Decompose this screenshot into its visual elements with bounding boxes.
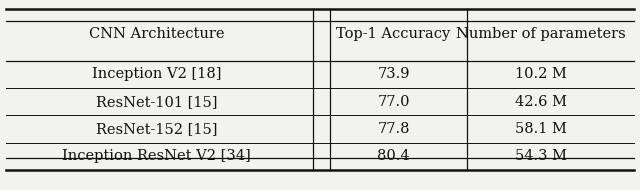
Text: 10.2 M: 10.2 M — [515, 67, 567, 82]
Text: 80.4: 80.4 — [378, 149, 410, 163]
Text: 77.8: 77.8 — [378, 122, 410, 136]
Text: ResNet-101 [15]: ResNet-101 [15] — [96, 95, 218, 109]
Text: ResNet-152 [15]: ResNet-152 [15] — [96, 122, 218, 136]
Text: 77.0: 77.0 — [378, 95, 410, 109]
Text: Inception ResNet V2 [34]: Inception ResNet V2 [34] — [63, 149, 251, 163]
Text: Number of parameters: Number of parameters — [456, 27, 626, 41]
Text: 54.3 M: 54.3 M — [515, 149, 567, 163]
Text: Top-1 Accuracy: Top-1 Accuracy — [337, 27, 451, 41]
Text: 58.1 M: 58.1 M — [515, 122, 567, 136]
Text: CNN Architecture: CNN Architecture — [89, 27, 225, 41]
Text: Inception V2 [18]: Inception V2 [18] — [92, 67, 221, 82]
Text: 42.6 M: 42.6 M — [515, 95, 567, 109]
Text: 73.9: 73.9 — [378, 67, 410, 82]
